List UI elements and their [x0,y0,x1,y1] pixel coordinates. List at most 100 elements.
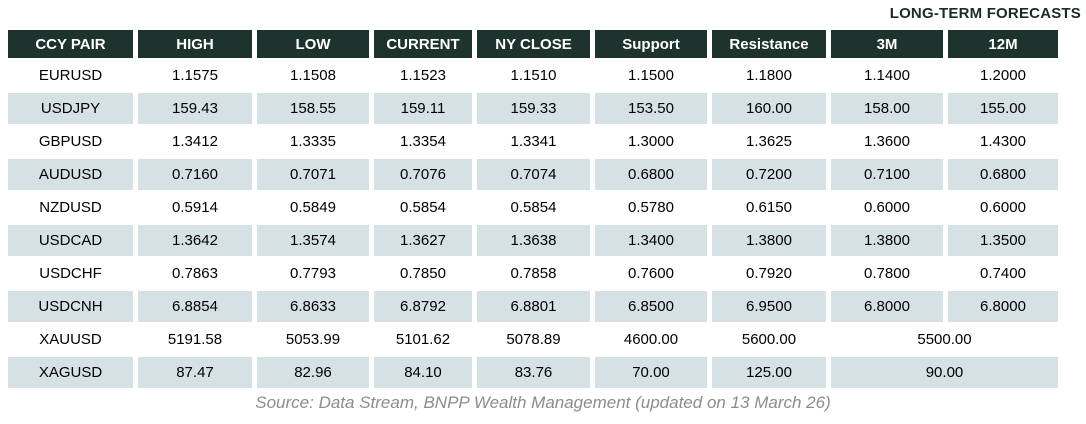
table-row: AUDUSD 0.7160 0.7071 0.7076 0.7074 0.6800 0.72… [8,159,1058,190]
value-cell: 1.2000 [948,60,1058,91]
pair-cell: USDCAD [8,225,133,256]
column-header: HIGH [138,30,252,58]
value-cell: 159.43 [138,93,252,124]
value-cell: 0.7100 [831,159,943,190]
value-cell: 84.10 [374,357,472,388]
value-cell: 125.00 [712,357,826,388]
value-cell: 0.6000 [831,192,943,223]
value-cell: 1.3625 [712,126,826,157]
table-body: EURUSD 1.1575 1.1508 1.1523 1.1510 1.1500 1.18… [8,60,1058,388]
table-row: XAUUSD 5191.58 5053.99 5101.62 5078.89 4600.0… [8,324,1058,355]
value-cell: 0.7800 [831,258,943,289]
pair-cell: XAUUSD [8,324,133,355]
value-cell: 1.3638 [477,225,590,256]
value-cell: 0.7850 [374,258,472,289]
value-cell: 1.3574 [257,225,369,256]
pair-cell: GBPUSD [8,126,133,157]
value-cell: 6.9500 [712,291,826,322]
value-cell: 0.7863 [138,258,252,289]
table-row: NZDUSD 0.5914 0.5849 0.5854 0.5854 0.5780 0.61… [8,192,1058,223]
value-cell: 6.8801 [477,291,590,322]
value-cell: 5078.89 [477,324,590,355]
merged-forecast-cell: 90.00 [831,357,1058,388]
column-header: 3M [831,30,943,58]
table-row: XAGUSD 87.47 82.96 84.10 83.76 70.00 125.00 90.… [8,357,1058,388]
table-row: USDCHF 0.7863 0.7793 0.7850 0.7858 0.7600 0.79… [8,258,1058,289]
table-row: EURUSD 1.1575 1.1508 1.1523 1.1510 1.1500 1.18… [8,60,1058,91]
value-cell: 1.3400 [595,225,707,256]
value-cell: 0.5780 [595,192,707,223]
value-cell: 1.3800 [712,225,826,256]
value-cell: 0.7071 [257,159,369,190]
pair-cell: XAGUSD [8,357,133,388]
value-cell: 1.1800 [712,60,826,91]
column-header: LOW [257,30,369,58]
value-cell: 1.1400 [831,60,943,91]
value-cell: 155.00 [948,93,1058,124]
header-row: CCY PAIR HIGH LOW CURRENT NY CLOSE Support Res… [8,30,1058,58]
value-cell: 0.6150 [712,192,826,223]
value-cell: 1.1508 [257,60,369,91]
value-cell: 82.96 [257,357,369,388]
value-cell: 160.00 [712,93,826,124]
value-cell: 5600.00 [712,324,826,355]
value-cell: 0.7858 [477,258,590,289]
value-cell: 83.76 [477,357,590,388]
value-cell: 1.3341 [477,126,590,157]
column-header: Resistance [712,30,826,58]
value-cell: 158.00 [831,93,943,124]
table-row: USDJPY 159.43 158.55 159.11 159.33 153.50 160.… [8,93,1058,124]
value-cell: 1.1500 [595,60,707,91]
long-term-forecasts-label: LONG-TERM FORECASTS [889,5,1081,22]
value-cell: 0.6000 [948,192,1058,223]
pair-cell: USDJPY [8,93,133,124]
value-cell: 6.8854 [138,291,252,322]
value-cell: 1.4300 [948,126,1058,157]
value-cell: 6.8633 [257,291,369,322]
value-cell: 0.5914 [138,192,252,223]
table-row: USDCAD 1.3642 1.3574 1.3627 1.3638 1.3400 1.38… [8,225,1058,256]
pair-cell: EURUSD [8,60,133,91]
pair-cell: AUDUSD [8,159,133,190]
value-cell: 1.3600 [831,126,943,157]
column-header: CURRENT [374,30,472,58]
value-cell: 0.7200 [712,159,826,190]
pair-cell: NZDUSD [8,192,133,223]
value-cell: 1.1510 [477,60,590,91]
value-cell: 0.7920 [712,258,826,289]
value-cell: 1.1523 [374,60,472,91]
pair-cell: USDCNH [8,291,133,322]
value-cell: 1.3627 [374,225,472,256]
value-cell: 1.3354 [374,126,472,157]
value-cell: 0.7074 [477,159,590,190]
table-row: USDCNH 6.8854 6.8633 6.8792 6.8801 6.8500 6.95… [8,291,1058,322]
value-cell: 1.3000 [595,126,707,157]
value-cell: 6.8792 [374,291,472,322]
value-cell: 159.33 [477,93,590,124]
value-cell: 158.55 [257,93,369,124]
value-cell: 0.6800 [948,159,1058,190]
value-cell: 0.7600 [595,258,707,289]
pair-cell: USDCHF [8,258,133,289]
value-cell: 5053.99 [257,324,369,355]
value-cell: 1.3642 [138,225,252,256]
value-cell: 5191.58 [138,324,252,355]
value-cell: 0.7160 [138,159,252,190]
value-cell: 70.00 [595,357,707,388]
column-header: NY CLOSE [477,30,590,58]
value-cell: 1.3500 [948,225,1058,256]
value-cell: 0.7076 [374,159,472,190]
value-cell: 1.3412 [138,126,252,157]
source-note: Source: Data Stream, BNPP Wealth Managem… [255,393,831,412]
value-cell: 0.5854 [374,192,472,223]
value-cell: 1.3335 [257,126,369,157]
table-row: GBPUSD 1.3412 1.3335 1.3354 1.3341 1.3000 1.36… [8,126,1058,157]
value-cell: 6.8000 [948,291,1058,322]
value-cell: 153.50 [595,93,707,124]
column-header: 12M [948,30,1058,58]
value-cell: 1.3800 [831,225,943,256]
value-cell: 6.8500 [595,291,707,322]
value-cell: 0.7793 [257,258,369,289]
value-cell: 87.47 [138,357,252,388]
value-cell: 0.6800 [595,159,707,190]
